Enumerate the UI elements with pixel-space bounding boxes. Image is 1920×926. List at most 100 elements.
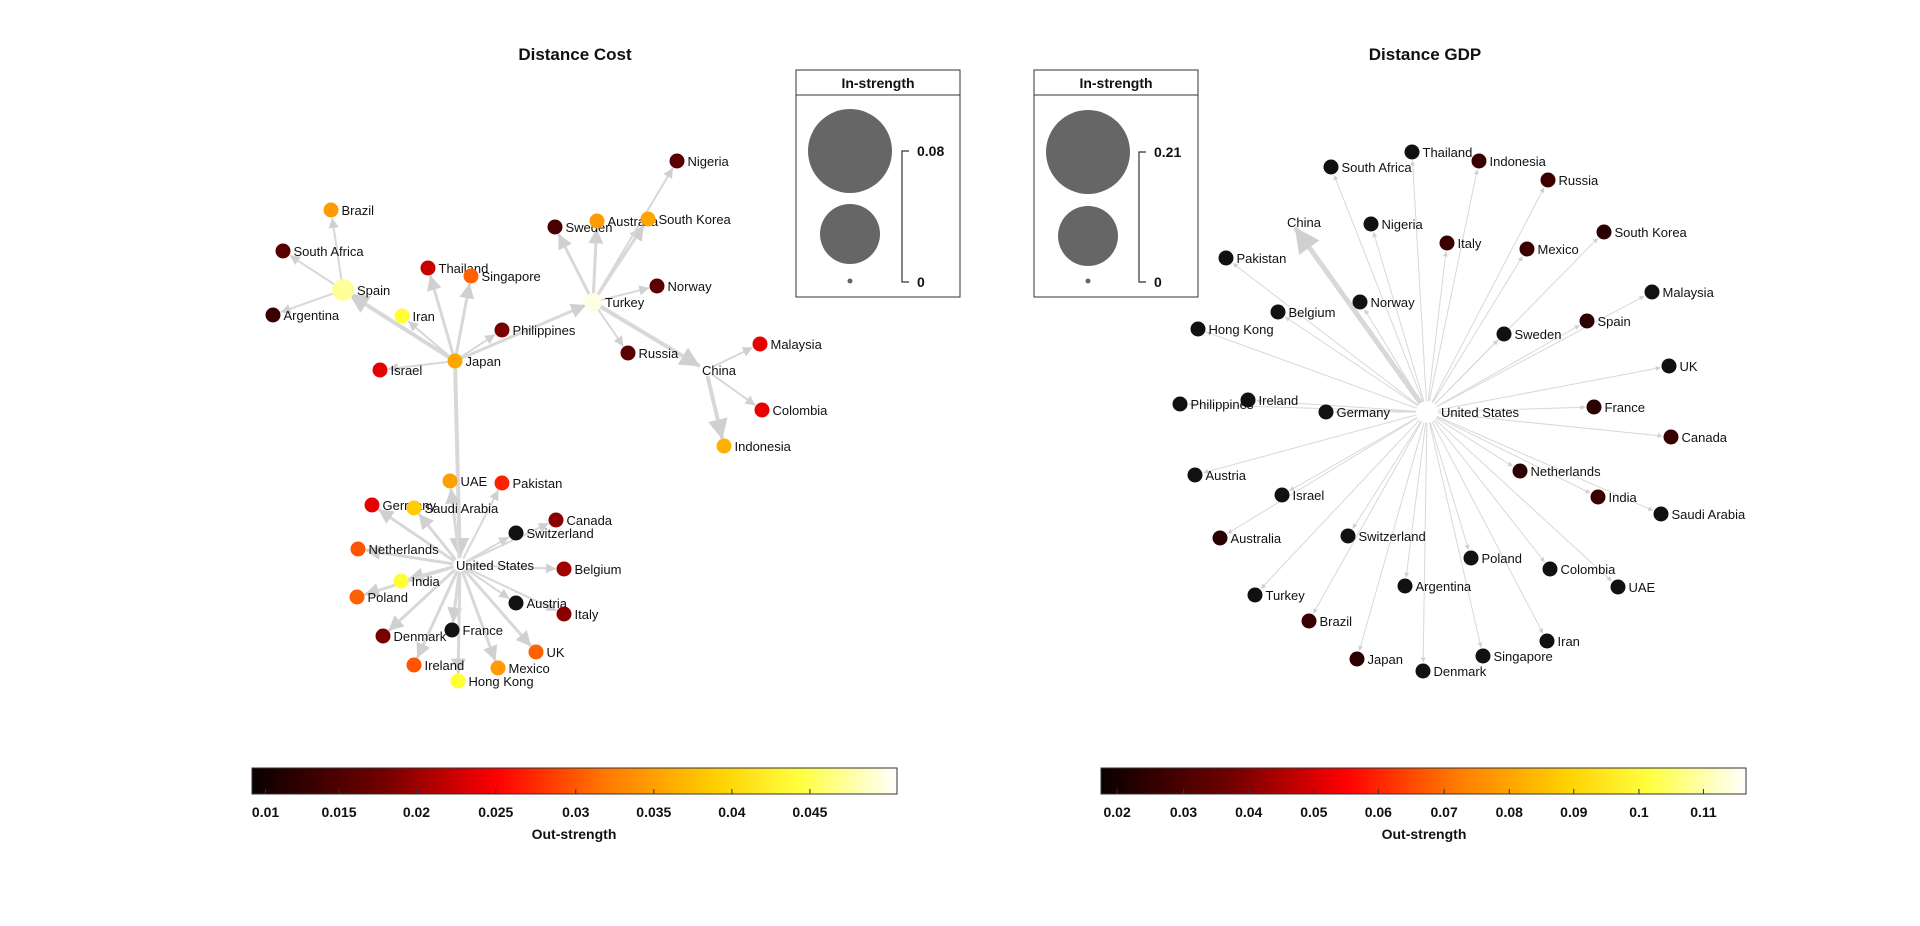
node-marker — [1397, 578, 1413, 594]
node-marker — [1247, 587, 1263, 603]
node-label: Austria — [527, 596, 568, 611]
node-switzerland: Switzerland — [508, 525, 594, 541]
node-belgium: Belgium — [556, 561, 622, 577]
node-label: Brazil — [342, 203, 375, 218]
node-marker — [1404, 144, 1420, 160]
colorbar-tick-label: 0.07 — [1431, 804, 1458, 820]
node-label: Austria — [1206, 468, 1247, 483]
node-marker — [1172, 396, 1188, 412]
edge-spain-brazil — [328, 217, 343, 284]
edge-united-states-uk — [463, 569, 532, 647]
node-spain: Spain — [332, 279, 390, 301]
node-iran: Iran — [394, 308, 435, 324]
edge-united-states-mexico — [461, 571, 498, 662]
colorbar-label: Out-strength — [532, 826, 617, 842]
node-label: Mexico — [1538, 242, 1579, 257]
legend-min-label: 0 — [1154, 274, 1162, 290]
node-singapore: Singapore — [1475, 648, 1553, 664]
node-marker — [1644, 284, 1660, 300]
node-colombia: Colombia — [1542, 561, 1616, 577]
node-label: Poland — [368, 590, 408, 605]
node-marker — [323, 202, 339, 218]
edge-united-states-nigeria — [1372, 232, 1426, 405]
edge-japan-united-states — [449, 366, 470, 559]
node-colombia: Colombia — [754, 402, 828, 418]
colorbar-tick-label: 0.02 — [1104, 804, 1131, 820]
edge-layer — [280, 167, 756, 674]
node-thailand: Thailand — [420, 260, 488, 276]
node-belgium: Belgium — [1270, 304, 1335, 320]
node-label: China — [702, 363, 737, 378]
legend-min-circle — [1085, 278, 1091, 284]
node-ireland: Ireland — [406, 657, 464, 673]
node-united-states: United States — [1416, 401, 1520, 423]
node-france: France — [444, 622, 503, 638]
node-austria: Austria — [508, 595, 568, 611]
node-marker — [1190, 321, 1206, 337]
node-argentina: Argentina — [1397, 578, 1472, 594]
node-hong-kong: Hong Kong — [1190, 321, 1274, 337]
edge-turkey-russia — [596, 307, 624, 347]
node-label: South Korea — [1615, 225, 1688, 240]
node-marker — [528, 644, 544, 660]
node-marker — [1218, 250, 1234, 266]
node-label: Japan — [1368, 652, 1403, 667]
node-marker — [1463, 550, 1479, 566]
node-label: South Africa — [1342, 160, 1413, 175]
node-label: Belgium — [575, 562, 622, 577]
in-strength-legend: In-strength 0.21 0 — [1033, 69, 1199, 298]
edge-united-states-norway — [1364, 309, 1424, 406]
node-label: UAE — [461, 474, 488, 489]
node-label: Spain — [1598, 314, 1631, 329]
edge-united-states-austria — [1203, 413, 1420, 474]
node-japan: Japan — [1349, 651, 1403, 667]
node-indonesia: Indonesia — [1471, 153, 1547, 169]
node-marker — [394, 308, 410, 324]
node-label: Nigeria — [1382, 217, 1424, 232]
node-marker — [1415, 663, 1431, 679]
node-india: India — [393, 573, 440, 589]
node-uae: UAE — [442, 473, 488, 489]
node-marker — [1363, 216, 1379, 232]
node-label: Netherlands — [1531, 464, 1602, 479]
node-nigeria: Nigeria — [1363, 216, 1424, 232]
node-marker — [406, 500, 422, 516]
edge-united-states-argentina — [1404, 419, 1427, 578]
node-marker — [375, 628, 391, 644]
panel-title: Distance GDP — [1369, 45, 1481, 64]
node-marker — [406, 657, 422, 673]
node-label: Switzerland — [527, 526, 594, 541]
legend-bracket — [1138, 151, 1146, 283]
node-marker — [444, 622, 460, 638]
edge-japan-philippines — [460, 333, 496, 358]
node-label: South Africa — [294, 244, 365, 259]
node-label: Canada — [1682, 430, 1728, 445]
edge-united-states-uae — [1432, 416, 1612, 582]
node-saudi-arabia: Saudi Arabia — [1653, 506, 1746, 522]
node-marker — [1352, 294, 1368, 310]
colorbar-tick-label: 0.03 — [1170, 804, 1197, 820]
node-marker — [1542, 561, 1558, 577]
edge-united-states-france — [447, 571, 463, 623]
node-israel: Israel — [372, 362, 422, 378]
node-marker — [547, 219, 563, 235]
edge-united-states-russia — [1430, 187, 1545, 406]
node-norway: Norway — [1352, 294, 1415, 310]
node-label: Nigeria — [688, 154, 730, 169]
node-israel: Israel — [1274, 487, 1324, 503]
out-strength-colorbar: 0.01 0.015 0.02 0.025 0.03 0.035 0.04 0.045 Out… — [251, 767, 898, 842]
legend-max-label: 0.21 — [1154, 144, 1181, 160]
edge-china-indonesia — [705, 375, 728, 440]
colorbar-tick-label: 0.09 — [1560, 804, 1587, 820]
node-south-africa: South Africa — [1323, 159, 1413, 175]
node-canada: Canada — [548, 512, 613, 528]
edge-united-states-switzerland — [1352, 418, 1424, 529]
edge-united-states-ireland — [416, 570, 459, 659]
node-label: Pakistan — [1237, 251, 1287, 266]
legend-frame — [1033, 69, 1199, 298]
node-marker — [1596, 224, 1612, 240]
node-marker — [716, 438, 732, 454]
node-south-africa: South Africa — [275, 243, 365, 259]
edge-united-states-turkey — [1260, 417, 1423, 589]
edge-united-states-denmark — [388, 568, 456, 632]
